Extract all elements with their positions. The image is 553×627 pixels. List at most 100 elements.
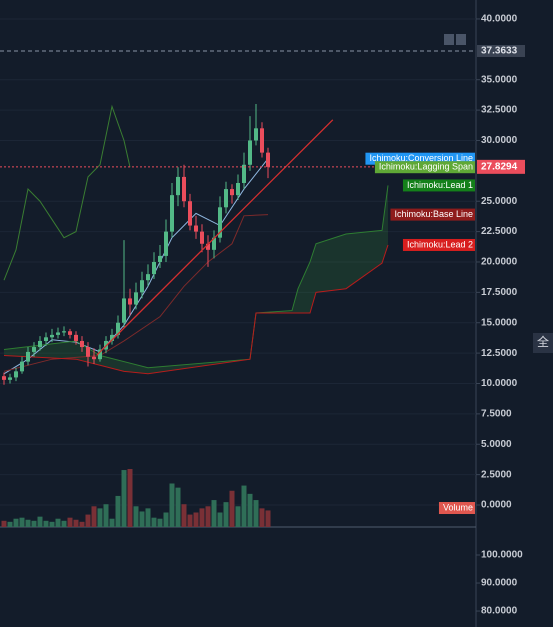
- candle-body: [44, 337, 48, 341]
- volume-bar: [37, 516, 43, 527]
- y-tick-label: 17.5000: [481, 287, 518, 298]
- y-tick-label: 32.5000: [481, 105, 518, 116]
- volume-bar: [31, 520, 37, 527]
- volume-bar: [229, 490, 235, 527]
- legend-label: Ichimoku:Lead 2: [407, 239, 473, 249]
- candle-body: [20, 361, 24, 372]
- cloud-fill: [4, 185, 388, 374]
- candle-body: [122, 298, 126, 323]
- legend-label: Volume: [443, 502, 473, 512]
- volume-bar: [247, 493, 253, 527]
- side-tab[interactable]: [533, 333, 553, 353]
- candle-body: [86, 347, 90, 357]
- volume-bar: [211, 500, 217, 527]
- legend-label: Ichimoku:Base Line: [394, 209, 473, 219]
- candle-body: [128, 298, 132, 305]
- y-tick-label: 90.0000: [481, 578, 518, 589]
- volume-bar: [133, 506, 139, 527]
- y-tick-label: 100.0000: [481, 550, 523, 561]
- volume-bar: [181, 504, 187, 527]
- candle-body: [32, 347, 36, 352]
- volume-bar: [67, 517, 73, 527]
- y-tick-label: 25.0000: [481, 196, 518, 207]
- toolbar-button[interactable]: [456, 34, 466, 45]
- candle-body: [260, 128, 264, 153]
- indicator-line: [3, 104, 131, 281]
- trend-line: [96, 119, 334, 356]
- volume-bar: [127, 469, 133, 527]
- legend-label-bg: [374, 161, 475, 174]
- volume-bar: [169, 483, 175, 527]
- candle-body: [164, 231, 168, 256]
- volume-bar: [145, 508, 151, 527]
- volume-bar: [61, 520, 67, 527]
- price-label-bg: [477, 44, 525, 57]
- volume-bar: [235, 506, 241, 527]
- candle-body: [56, 332, 60, 335]
- indicator-line: [3, 214, 269, 372]
- volume-bar: [157, 518, 163, 527]
- candle-body: [212, 237, 216, 250]
- candle-body: [206, 243, 210, 250]
- side-tab-label: 全: [537, 334, 549, 349]
- volume-bar: [205, 506, 211, 527]
- candle-body: [140, 280, 144, 293]
- volume-bar: [253, 500, 259, 527]
- volume-bar: [193, 512, 199, 527]
- legend-label: Ichimoku:Lagging Span: [379, 162, 473, 172]
- candle-body: [248, 140, 252, 165]
- candle-body: [26, 351, 30, 362]
- candle-body: [218, 207, 222, 238]
- volume-bar: [121, 470, 127, 527]
- indicator-line: [3, 244, 389, 375]
- y-tick-label: 40.0000: [481, 14, 518, 25]
- candle-body: [230, 189, 234, 196]
- candle-body: [92, 356, 96, 360]
- y-tick-label: 2.5000: [481, 469, 512, 480]
- volume-bar: [91, 506, 97, 527]
- volume-bar: [73, 519, 79, 527]
- candle-body: [110, 334, 114, 341]
- toolbar-button[interactable]: [444, 34, 454, 45]
- candle-body: [254, 128, 258, 141]
- volume-bar: [199, 508, 205, 527]
- y-tick-label: 35.0000: [481, 74, 518, 85]
- volume-bar: [13, 518, 19, 527]
- volume-bar: [115, 495, 121, 527]
- candle-body: [62, 331, 66, 333]
- volume-bar: [55, 518, 61, 527]
- y-tick-label: 30.0000: [481, 135, 518, 146]
- volume-bar: [103, 504, 109, 527]
- candle-body: [98, 349, 102, 360]
- volume-bar: [187, 514, 193, 527]
- volume-bar: [223, 502, 229, 527]
- y-tick-label: 20.0000: [481, 257, 518, 268]
- candle-body: [176, 176, 180, 196]
- y-tick-label: 22.5000: [481, 226, 518, 237]
- volume-bar: [259, 508, 265, 527]
- volume-bar: [265, 510, 271, 527]
- volume-bar: [43, 520, 49, 527]
- candle-body: [188, 201, 192, 226]
- volume-bar: [85, 514, 91, 527]
- volume-bar: [49, 521, 55, 527]
- reference-price-label: 37.3633: [481, 46, 518, 57]
- volume-bar: [19, 517, 25, 527]
- volume-bar: [25, 519, 31, 527]
- y-tick-label: 12.5000: [481, 348, 518, 359]
- candle-body: [116, 322, 120, 335]
- volume-bar: [79, 521, 85, 527]
- candle-body: [38, 340, 42, 348]
- candle-body: [152, 261, 156, 275]
- y-tick-label: 7.5000: [481, 409, 512, 420]
- y-tick-label: 80.0000: [481, 606, 518, 617]
- y-tick-label: 10.0000: [481, 378, 518, 389]
- volume-bar: [151, 517, 157, 527]
- candle-body: [68, 331, 72, 335]
- candle-body: [194, 225, 198, 232]
- y-tick-label: 5.0000: [481, 439, 512, 450]
- volume-bar: [217, 512, 223, 527]
- y-tick-label: 15.0000: [481, 317, 518, 328]
